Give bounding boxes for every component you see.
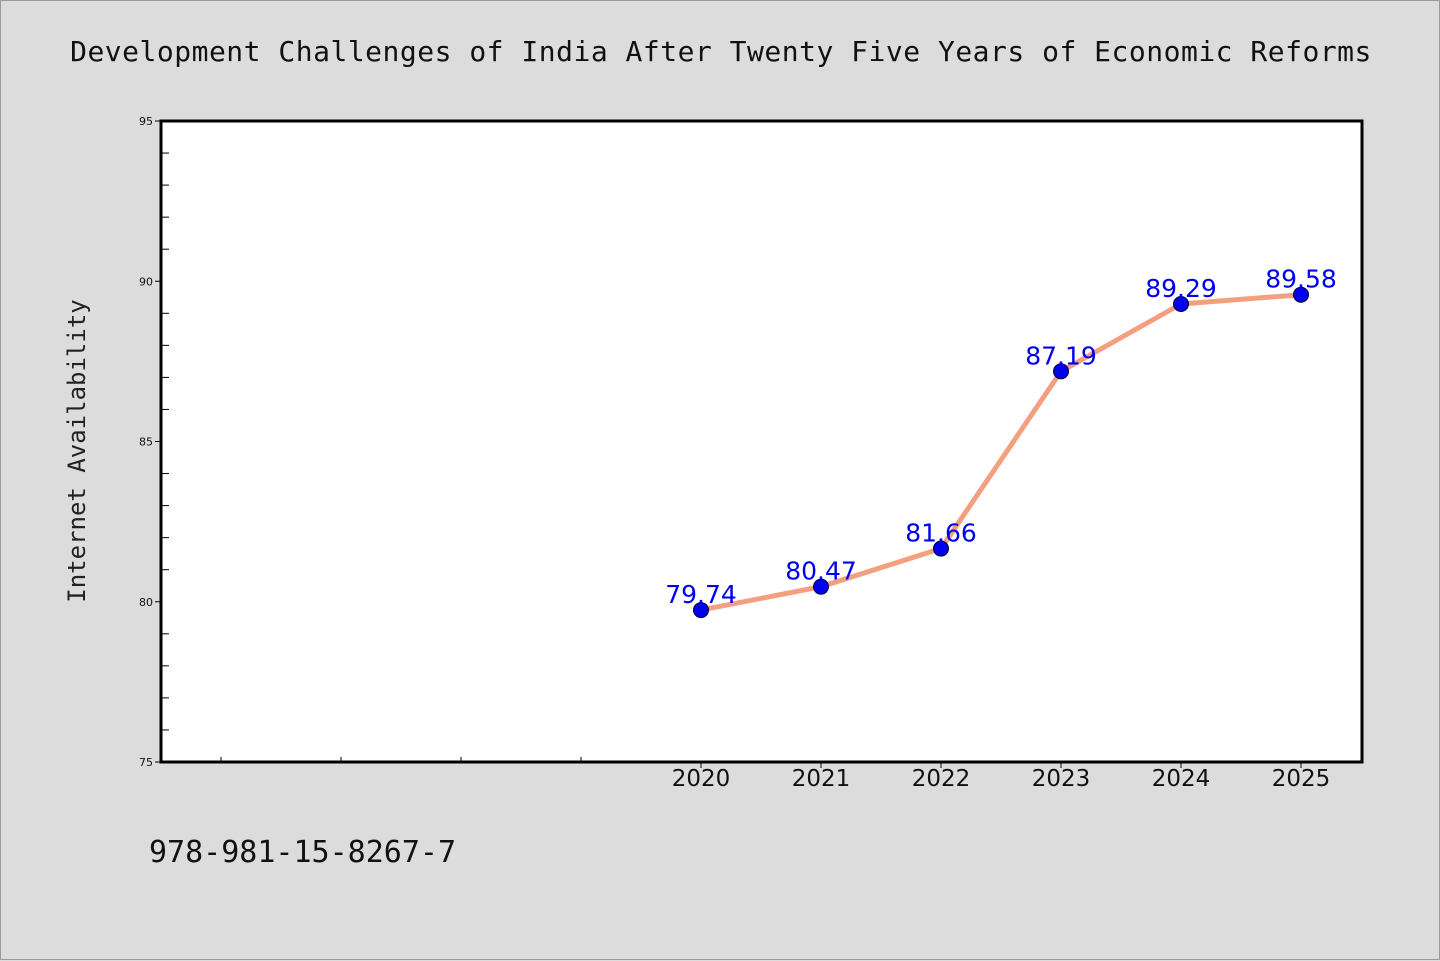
x-tick-label: 2024 (1152, 766, 1211, 792)
data-point (1293, 286, 1309, 303)
y-tick-label: 90 (139, 275, 153, 288)
y-tick-label: 80 (139, 596, 153, 609)
data-label: 81.66 (905, 519, 977, 548)
data-label: 89.58 (1265, 265, 1337, 294)
y-tick-label: 85 (139, 436, 153, 449)
data-point (693, 602, 709, 619)
isbn-footnote: 978-981-15-8267-7 (149, 835, 457, 870)
y-tick-label: 75 (139, 756, 153, 769)
data-point (1173, 296, 1189, 313)
data-label: 79.74 (665, 580, 737, 609)
chart-title: Development Challenges of India After Tw… (70, 35, 1372, 68)
data-label: 89.29 (1145, 274, 1217, 303)
x-tick-label: 2020 (672, 766, 731, 792)
data-point (813, 578, 829, 595)
plot-area (159, 119, 1364, 764)
x-tick-label: 2023 (1032, 766, 1091, 792)
x-tick-label: 2025 (1272, 766, 1331, 792)
x-tick-label: 2022 (912, 766, 971, 792)
y-tick-label: 95 (139, 115, 153, 128)
data-label: 87.19 (1025, 341, 1097, 370)
x-tick-label: 2021 (792, 766, 851, 792)
data-label: 80.47 (785, 557, 857, 586)
series-line (698, 292, 1304, 613)
data-point (933, 540, 949, 557)
data-point (1053, 363, 1069, 380)
